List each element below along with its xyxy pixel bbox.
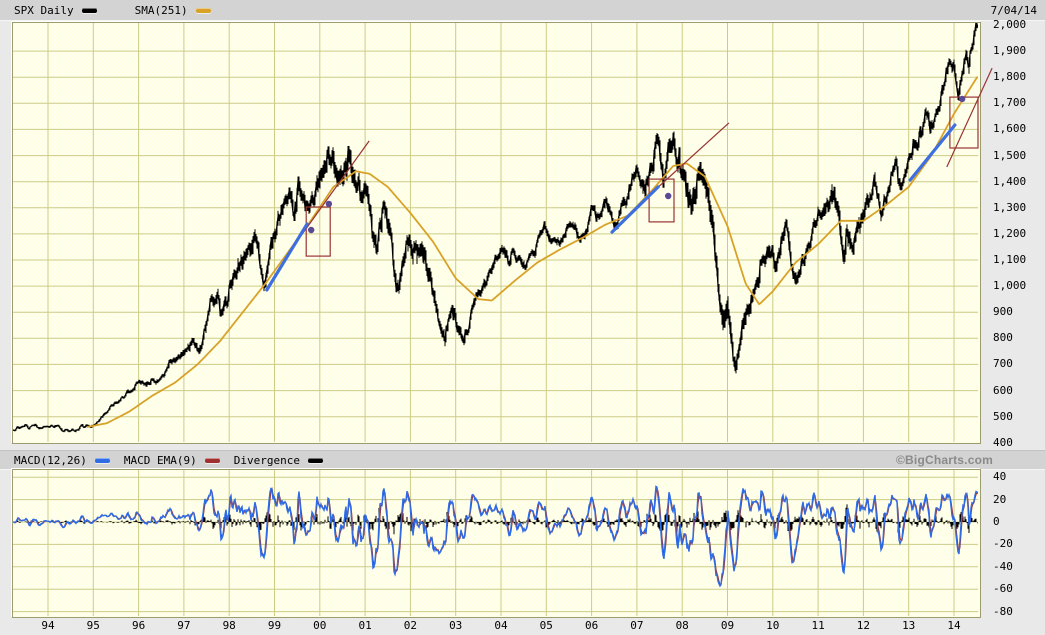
- year-axis-tick-label: 11: [811, 619, 825, 632]
- price-axis-tick-label: 1,300: [993, 200, 1027, 214]
- macd-axis-tick-label: 40: [993, 470, 1007, 484]
- year-axis-tick-label: 10: [766, 619, 780, 632]
- year-axis-tick-label: 13: [902, 619, 916, 632]
- price-axis-tick-label: 1,800: [993, 70, 1027, 84]
- year-axis-tick-label: 06: [584, 619, 599, 632]
- symbol-label: SPX Daily: [14, 3, 74, 17]
- price-axis-tick-label: 1,500: [993, 148, 1027, 162]
- macd-axis-tick-label: -20: [993, 537, 1013, 551]
- year-axis-tick-label: 97: [177, 619, 191, 632]
- price-axis-tick-label: 2,000: [993, 18, 1027, 31]
- sma-label: SMA(251): [134, 3, 188, 17]
- macd-legend-bar: MACD(12,26) MACD EMA(9) Divergence ©BigC…: [0, 450, 1045, 470]
- divergence-label: Divergence: [233, 453, 300, 467]
- price-chart-area: [12, 22, 981, 444]
- divergence-color-swatch: [307, 457, 323, 463]
- macd-ema-color-swatch: [204, 457, 220, 463]
- main-legend-bar: SPX Daily SMA(251) 7/04/14: [0, 0, 1045, 21]
- year-axis-tick-label: 02: [403, 619, 418, 632]
- price-axis-tick-label: 1,400: [993, 174, 1027, 188]
- macd-ema-label: MACD EMA(9): [123, 453, 197, 467]
- price-axis-tick-label: 600: [993, 383, 1013, 397]
- macd-label: MACD(12,26): [14, 453, 87, 467]
- price-axis-tick-label: 1,000: [993, 279, 1027, 293]
- price-color-swatch: [81, 7, 97, 13]
- year-axis-tick-label: 01: [358, 619, 372, 632]
- year-axis-tick-label: 08: [675, 619, 689, 632]
- price-axis-tick-label: 1,200: [993, 226, 1027, 240]
- legend-item-macd-ema: MACD EMA(9): [124, 454, 220, 467]
- year-axis-tick-label: 05: [539, 619, 553, 632]
- bigcharts-watermark: ©BigCharts.com: [896, 453, 993, 467]
- legend-item-macd: MACD(12,26): [14, 454, 110, 467]
- year-axis-tick-label: 12: [856, 619, 871, 632]
- year-axis-tick-label: 14: [947, 619, 961, 632]
- legend-item-divergence: Divergence: [234, 454, 323, 467]
- macd-axis-tick-label: 0: [993, 515, 1000, 528]
- year-axis-tick-label: 03: [449, 619, 463, 632]
- price-axis-tick-label: 900: [993, 305, 1013, 319]
- year-axis-tick-label: 09: [720, 619, 735, 632]
- macd-axis-tick-label: -40: [993, 559, 1013, 573]
- price-axis-tick-label: 1,700: [993, 96, 1027, 110]
- year-axis-tick-label: 07: [630, 619, 644, 632]
- macd-axis-tick-label: -60: [993, 582, 1013, 596]
- price-axis-tick-label: 700: [993, 357, 1013, 371]
- sma-color-swatch: [195, 7, 211, 13]
- year-axis-tick-label: 98: [222, 619, 236, 632]
- price-axis-tick-label: 500: [993, 409, 1013, 423]
- year-axis-tick-label: 00: [313, 619, 327, 632]
- year-axis-tick-label: 95: [86, 619, 100, 632]
- macd-chart-area: [12, 469, 981, 618]
- price-axis-tick-label: 1,900: [993, 44, 1027, 58]
- price-axis-tick-label: 1,600: [993, 122, 1027, 136]
- macd-axis-tick-label: 20: [993, 492, 1007, 506]
- legend-item-sma: SMA(251): [135, 4, 211, 17]
- macd-color-swatch: [94, 457, 110, 463]
- year-axis-tick-label: 04: [494, 619, 508, 632]
- legend-item-price: SPX Daily: [14, 4, 97, 17]
- year-axis-tick-label: 94: [41, 619, 55, 632]
- macd-axis-tick-label: -80: [993, 604, 1013, 618]
- price-axis-tick-label: 400: [993, 435, 1013, 449]
- year-axis-tick-label: 99: [267, 619, 282, 632]
- price-axis-tick-label: 800: [993, 331, 1013, 345]
- year-axis-tick-label: 96: [131, 619, 146, 632]
- chart-date: 7/04/14: [990, 3, 1037, 17]
- price-axis-tick-label: 1,100: [993, 252, 1027, 266]
